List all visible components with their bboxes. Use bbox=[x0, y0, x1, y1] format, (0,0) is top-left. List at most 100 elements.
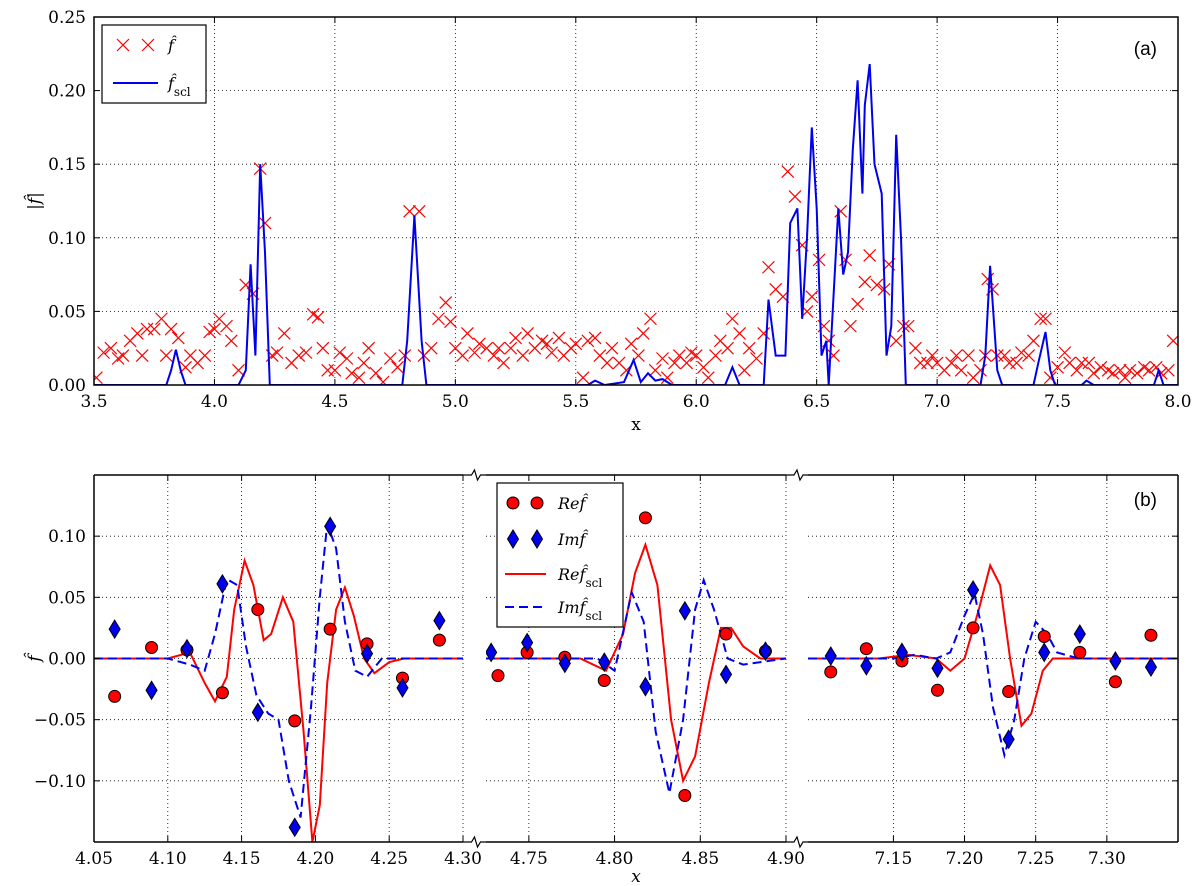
x-tick-label-b: 4.80 bbox=[596, 849, 634, 869]
data-point-fhat bbox=[444, 315, 457, 329]
data-point-fhat bbox=[1058, 346, 1072, 360]
data-point-fhat bbox=[171, 331, 185, 345]
x-tick-label-a: 6.0 bbox=[683, 392, 710, 412]
data-point-fhat bbox=[757, 327, 771, 340]
data-point-fhat bbox=[369, 366, 383, 380]
data-point-fhat bbox=[299, 346, 313, 360]
data-point-fhat bbox=[376, 375, 390, 385]
data-point-re bbox=[215, 686, 229, 700]
data-point-fhat bbox=[624, 337, 638, 351]
data-point-re bbox=[931, 683, 944, 697]
data-point-fhat bbox=[762, 260, 775, 274]
x-tick-label-b: 4.10 bbox=[149, 849, 187, 869]
data-point-fhat bbox=[709, 349, 722, 362]
x-axis-label-a: x bbox=[631, 415, 641, 435]
x-tick-label-a: 5.5 bbox=[562, 392, 589, 412]
panel-label-a: (a) bbox=[1134, 39, 1157, 60]
data-point-re bbox=[597, 674, 611, 688]
x-tick-label-b: 4.20 bbox=[296, 849, 334, 869]
panel-b: 4.05 4.10 4.15 4.20 4.25 4.30 4.75 4.80 4.85 4.90… bbox=[24, 468, 1179, 886]
data-point-fhat bbox=[843, 319, 857, 333]
data-point-fhat bbox=[1130, 366, 1144, 380]
x-tick-label-b: 4.85 bbox=[681, 849, 719, 869]
x-tick-label-a: 7.5 bbox=[1044, 392, 1071, 412]
data-point-im bbox=[180, 638, 194, 659]
data-point-im bbox=[433, 610, 446, 631]
data-point-re bbox=[678, 789, 692, 803]
legend-marker-im bbox=[506, 529, 520, 549]
data-point-fhat bbox=[94, 371, 103, 385]
data-point-re bbox=[251, 603, 265, 617]
x-axis-label-b: x bbox=[631, 867, 641, 882]
data-point-im bbox=[759, 641, 772, 662]
x-tick-label-b: 4.15 bbox=[223, 849, 261, 869]
series-line-fscl bbox=[94, 63, 1178, 385]
data-point-fhat bbox=[1166, 334, 1178, 348]
data-point-re bbox=[323, 622, 337, 636]
legend-marker-re bbox=[506, 496, 520, 510]
data-point-fhat bbox=[130, 327, 144, 340]
panel-a: 3.5 4.0 4.5 5.0 5.5 6.0 6.5 7.0 7.5 8.0 0.00 0.05 0.… bbox=[24, 8, 1191, 435]
data-point-fhat bbox=[1010, 356, 1024, 370]
data-point-fhat bbox=[945, 356, 958, 370]
data-point-fhat bbox=[147, 322, 161, 336]
x-tick-label-b: 7.30 bbox=[1088, 849, 1126, 869]
data-point-fhat bbox=[1142, 363, 1156, 377]
data-point-fhat bbox=[439, 296, 453, 309]
series-line-re-fscl bbox=[94, 556, 463, 842]
x-tick-label-b: 4.75 bbox=[510, 849, 548, 869]
data-point-fhat bbox=[403, 204, 416, 218]
y-tick-label-b: 0.10 bbox=[48, 527, 86, 547]
data-point-fhat bbox=[1082, 356, 1096, 370]
axes-frame-a bbox=[93, 16, 1179, 386]
data-point-im bbox=[145, 680, 158, 701]
data-point-fhat bbox=[258, 216, 272, 230]
data-point-fhat bbox=[781, 165, 795, 178]
data-point-re bbox=[1037, 629, 1051, 643]
data-point-im bbox=[719, 664, 733, 685]
data-point-fhat bbox=[1002, 356, 1016, 370]
legend-label-im-fscl: Imf̂scl bbox=[557, 598, 602, 623]
data-point-fhat bbox=[1113, 363, 1127, 377]
data-point-re bbox=[1002, 685, 1016, 699]
data-point-im bbox=[1038, 642, 1051, 663]
data-point-fhat bbox=[340, 352, 354, 365]
data-point-fhat bbox=[701, 371, 715, 385]
data-point-fhat bbox=[424, 341, 438, 355]
data-point-fhat bbox=[909, 341, 922, 355]
y-tick-label-a: 0.25 bbox=[48, 8, 86, 28]
data-point-fhat bbox=[232, 363, 245, 377]
legend-marker-re bbox=[530, 496, 544, 510]
data-point-fhat bbox=[721, 341, 734, 355]
legend-marker-im bbox=[530, 529, 544, 549]
data-point-re bbox=[491, 669, 505, 683]
data-point-fhat bbox=[521, 327, 535, 340]
data-point-fhat bbox=[472, 337, 486, 351]
panel-b-segment: 4.05 4.10 4.15 4.20 4.25 4.30 bbox=[75, 475, 482, 869]
data-point-fhat bbox=[104, 341, 118, 355]
plot-area-b bbox=[808, 562, 1178, 760]
data-point-fhat bbox=[851, 297, 865, 311]
data-point-fhat bbox=[116, 349, 130, 362]
data-point-fhat bbox=[497, 356, 510, 370]
data-point-fhat bbox=[270, 346, 284, 360]
data-point-fhat bbox=[540, 337, 554, 351]
data-point-fhat bbox=[788, 190, 802, 204]
data-point-im bbox=[931, 658, 944, 679]
x-tick-label-a: 4.0 bbox=[201, 392, 228, 412]
x-tick-label-a: 4.5 bbox=[321, 392, 348, 412]
y-axis-label-a: |f̂| bbox=[24, 192, 45, 210]
data-point-re bbox=[1073, 645, 1087, 659]
data-point-fhat bbox=[750, 352, 763, 365]
data-point-fhat bbox=[333, 346, 347, 360]
data-point-fhat bbox=[164, 322, 178, 336]
data-point-fhat bbox=[159, 349, 173, 362]
data-point-fhat bbox=[588, 331, 602, 345]
data-point-fhat bbox=[456, 349, 469, 362]
data-point-fhat bbox=[697, 360, 710, 374]
data-point-fhat bbox=[1094, 360, 1108, 374]
data-point-im bbox=[1109, 650, 1122, 671]
data-point-re bbox=[859, 642, 873, 656]
legend-marker-fhat bbox=[116, 38, 130, 52]
